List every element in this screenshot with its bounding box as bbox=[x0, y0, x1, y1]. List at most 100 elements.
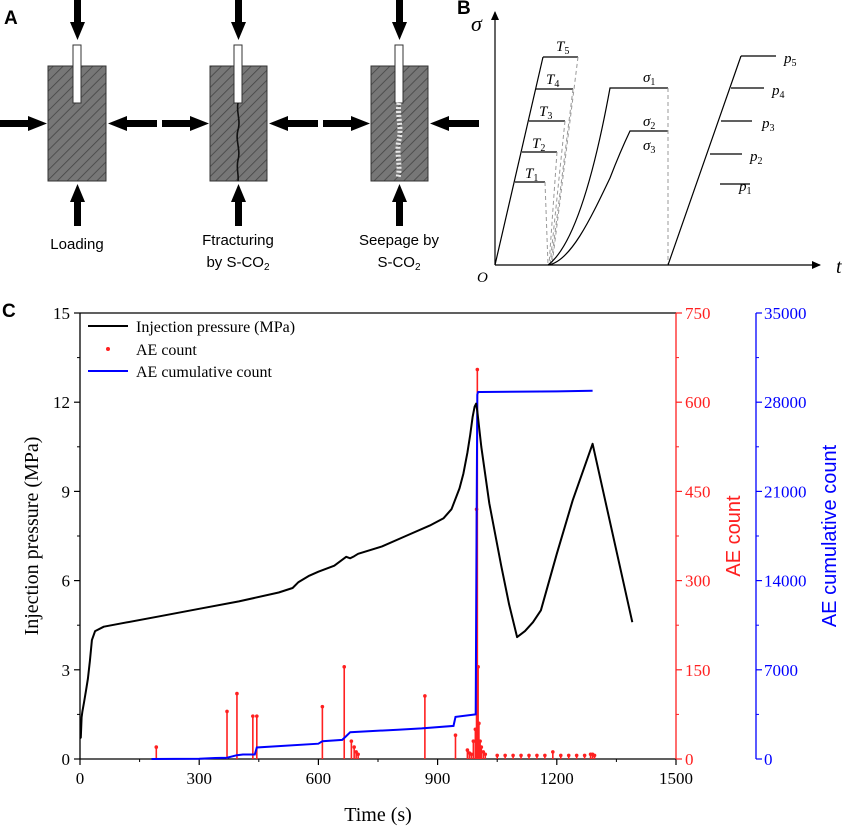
ae-count-point bbox=[251, 714, 255, 718]
y-right2-tick-label: 35000 bbox=[764, 304, 807, 323]
label-seepage-1: Seepage by bbox=[359, 232, 440, 249]
t4-label: T4 bbox=[546, 72, 559, 90]
ae-count-point bbox=[479, 745, 484, 749]
ae-count-point bbox=[354, 750, 358, 754]
arrow-bottom bbox=[392, 184, 407, 226]
x-tick-label: 1500 bbox=[659, 769, 693, 788]
arrow-right bbox=[108, 116, 157, 131]
panel-a-letter: A bbox=[4, 8, 18, 29]
y-left-tick-label: 3 bbox=[62, 661, 71, 680]
ae-count-point bbox=[349, 739, 354, 743]
y-right2-tick-label: 21000 bbox=[764, 482, 807, 501]
series-injection-pressure-line bbox=[79, 402, 634, 739]
ae-count-point bbox=[566, 753, 571, 758]
p5-label: p5 bbox=[783, 51, 797, 69]
y-left-tick-label: 9 bbox=[62, 482, 71, 501]
p2-label: p2 bbox=[749, 149, 763, 167]
ae-count-point bbox=[558, 753, 563, 758]
arrow-right bbox=[430, 116, 479, 131]
y-left-tick-label: 6 bbox=[62, 572, 71, 591]
ae-count-point bbox=[352, 745, 356, 749]
y-right2-axis-label: AE cumulative count bbox=[819, 444, 841, 627]
sigma1-curve bbox=[547, 87, 668, 266]
x-tick-label: 0 bbox=[76, 769, 85, 788]
ae-count-point bbox=[356, 752, 360, 757]
specimen-loading: Loading bbox=[0, 0, 157, 253]
y-right1-tick-label: 300 bbox=[685, 572, 711, 591]
ae-count-point bbox=[320, 704, 325, 709]
seepage-zone bbox=[395, 102, 403, 179]
arrow-left bbox=[0, 116, 47, 131]
legend-swatch-ae-count bbox=[106, 347, 110, 351]
ae-count-point bbox=[471, 739, 476, 743]
y-right2-tick-label: 7000 bbox=[764, 661, 798, 680]
ae-count-point bbox=[225, 709, 229, 714]
ae-count-point bbox=[483, 752, 488, 757]
fracture-line bbox=[236, 102, 240, 182]
y-right2-tick-label: 28000 bbox=[764, 393, 807, 412]
y-left-axis-label: Injection pressure (MPa) bbox=[21, 437, 43, 636]
arrow-right bbox=[269, 116, 318, 131]
b-origin-label: O bbox=[477, 270, 488, 286]
t2-unload bbox=[548, 151, 558, 266]
ae-count-point bbox=[543, 753, 547, 758]
label-seepage-2: S-CO2 bbox=[377, 254, 421, 273]
ae-count-point bbox=[476, 665, 480, 669]
y-right1-tick-label: 150 bbox=[685, 661, 711, 680]
temperature-group: T1 T2 T3 T4 T5 bbox=[494, 39, 579, 266]
injection-tube bbox=[394, 44, 404, 104]
panel-b: B σ t O T1 T2 T3 T4 T5 bbox=[457, 0, 842, 286]
ae-count-point bbox=[235, 691, 239, 696]
sigma3-label: σ3 bbox=[643, 138, 655, 156]
y-right1-tick-label: 600 bbox=[685, 393, 711, 412]
ae-count-point bbox=[574, 753, 579, 758]
label-fracturing-2: by S-CO2 bbox=[206, 254, 270, 273]
b-x-axis-label: t bbox=[836, 256, 842, 278]
panel-a: A Loading Ftracturing by S-CO2 bbox=[0, 0, 479, 273]
ae-count-point bbox=[453, 733, 458, 738]
x-tick-label: 900 bbox=[425, 769, 451, 788]
injection-tube bbox=[72, 44, 82, 104]
legend: Injection pressure (MPa) AE count AE cumul… bbox=[88, 319, 295, 381]
p4-label: p4 bbox=[771, 83, 785, 101]
y-left-tick-label: 15 bbox=[53, 304, 70, 323]
ae-count-point bbox=[154, 745, 159, 749]
legend-label-cumulative: AE cumulative count bbox=[136, 364, 273, 381]
legend-label-pressure: Injection pressure (MPa) bbox=[136, 319, 295, 336]
pressure-group: p1 p2 p3 p4 p5 bbox=[667, 51, 797, 266]
panel-b-letter: B bbox=[457, 0, 471, 19]
pressure-ramp bbox=[667, 55, 742, 266]
y-right1-tick-label: 0 bbox=[685, 750, 694, 769]
ae-count-point bbox=[495, 753, 500, 758]
series-ae-count bbox=[154, 367, 597, 759]
arrow-top bbox=[231, 0, 246, 40]
ae-count-point bbox=[551, 750, 555, 754]
x-axis-label: Time (s) bbox=[344, 804, 412, 826]
series-ae-cumulative-line bbox=[151, 389, 593, 760]
y-right2-tick-label: 0 bbox=[764, 750, 773, 769]
panel-c-letter: C bbox=[2, 301, 16, 322]
temperature-ramp bbox=[494, 56, 544, 266]
ae-count-point bbox=[469, 752, 474, 757]
p3-label: p3 bbox=[761, 116, 775, 134]
t2-label: T2 bbox=[532, 136, 545, 154]
y-left-tick-label: 0 bbox=[62, 750, 71, 769]
ae-count-point bbox=[465, 748, 470, 752]
injection-tube bbox=[233, 44, 243, 104]
ae-count-point bbox=[519, 753, 523, 758]
arrow-bottom bbox=[231, 184, 246, 226]
ae-count-point bbox=[478, 739, 482, 743]
label-loading: Loading bbox=[50, 236, 103, 253]
arrow-bottom bbox=[70, 184, 85, 226]
ae-count-point bbox=[592, 753, 597, 758]
x-tick-label: 1200 bbox=[540, 769, 574, 788]
t1-label: T1 bbox=[525, 166, 538, 184]
label-fracturing-1: Ftracturing bbox=[202, 232, 274, 249]
ae-count-point bbox=[527, 753, 531, 758]
sigma2-curve bbox=[547, 130, 668, 266]
y-right1-tick-label: 450 bbox=[685, 482, 711, 501]
arrow-left bbox=[162, 116, 209, 131]
arrow-top bbox=[70, 0, 85, 40]
ae-count-point bbox=[255, 714, 259, 718]
